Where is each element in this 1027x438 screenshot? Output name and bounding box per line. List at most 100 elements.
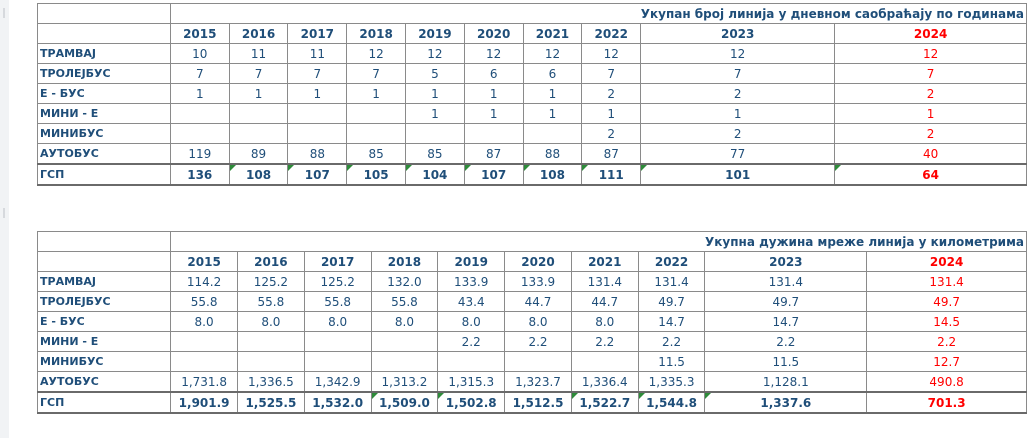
table-cell: 12.7 xyxy=(866,351,1027,372)
row-label: ГСП xyxy=(37,163,171,186)
row-label: ТРОЛЕЈБУС xyxy=(37,63,171,84)
table-cell xyxy=(169,103,230,124)
year-header-2020: 2020 xyxy=(463,23,524,44)
table-cell: 43.4 xyxy=(437,291,506,312)
table-cell: 119 xyxy=(169,143,230,165)
table-cell: 1 xyxy=(405,83,465,104)
table-cell: 55.8 xyxy=(370,291,439,312)
table-cell: 49.7 xyxy=(637,291,706,312)
table-cell: 8.0 xyxy=(570,311,639,332)
table-cell: 55.8 xyxy=(303,291,372,312)
table-cell xyxy=(463,123,524,144)
table-cell xyxy=(522,123,583,144)
table-cell: 88 xyxy=(287,143,348,165)
table-cell: 2 xyxy=(581,83,642,104)
table-cell xyxy=(228,123,289,144)
table-cell: 12 xyxy=(522,43,583,64)
table-cell xyxy=(170,331,238,352)
table-cell: 101 xyxy=(640,163,836,186)
table-cell xyxy=(370,351,439,372)
table-cell: 2 xyxy=(581,123,642,144)
table-cell: 1,336.5 xyxy=(236,371,305,393)
year-header-2019: 2019 xyxy=(405,23,465,44)
table-cell: 8.0 xyxy=(504,311,572,332)
table-cell: 1 xyxy=(522,103,583,124)
table-cell: 1 xyxy=(463,83,524,104)
table-cell: 107 xyxy=(287,163,348,186)
table-row: МИНИ - Е 2.2 2.2 2.2 2.2 2.2 2.2 xyxy=(36,331,1027,352)
table-cell xyxy=(170,351,238,372)
table-cell: 2.2 xyxy=(504,331,572,352)
table-cell: 1,323.7 xyxy=(504,371,572,393)
table-row: МИНИБУС 11.5 11.5 12.7 xyxy=(36,351,1027,372)
table-cell: 1 xyxy=(346,83,406,104)
table-cell: 108 xyxy=(522,163,583,186)
table-cell: 64 xyxy=(834,163,1027,186)
table-cell xyxy=(437,351,506,372)
table-cell: 49.7 xyxy=(866,291,1027,312)
row-label: ТРАМВАЈ xyxy=(37,43,171,64)
title-spacer-cell xyxy=(304,231,372,252)
title-spacer-cell xyxy=(581,3,641,24)
title-spacer-cell xyxy=(371,231,438,252)
table-cell: 11.5 xyxy=(704,351,868,372)
table-cell: 2.2 xyxy=(637,331,706,352)
table-cell: 1,509.0 xyxy=(370,391,439,414)
table-cell: 7 xyxy=(581,63,642,84)
table-cell: 14.7 xyxy=(637,311,706,332)
table-cell xyxy=(346,103,406,124)
row-label: Е - БУС xyxy=(37,83,171,104)
table-cell: 12 xyxy=(834,43,1027,64)
title-spacer-cell xyxy=(638,231,705,252)
table-cell: 2 xyxy=(640,123,836,144)
table-cell: 87 xyxy=(581,143,642,165)
table-cell: 105 xyxy=(346,163,406,186)
table-cell: 8.0 xyxy=(170,311,238,332)
title-spacer-cell xyxy=(437,231,505,252)
table-cell: 7 xyxy=(640,63,836,84)
table-cell xyxy=(303,351,372,372)
table-cell: 131.4 xyxy=(570,271,639,292)
title-spacer-cell xyxy=(571,231,639,252)
table-cell: 2 xyxy=(640,83,836,104)
table-cell: 1,313.2 xyxy=(370,371,439,393)
table-cell: 1 xyxy=(834,103,1027,124)
table-cell: 1 xyxy=(405,103,465,124)
title-row: Укупна дужина мреже линија у километрима xyxy=(36,231,1027,252)
table-cell: 1,128.1 xyxy=(704,371,868,393)
table-cell xyxy=(370,331,439,352)
table-cell: 1,335.3 xyxy=(637,371,706,393)
row-label: Е - БУС xyxy=(36,311,172,332)
table-corner-cell xyxy=(37,3,171,24)
title-spacer-cell xyxy=(229,3,288,24)
table-cell xyxy=(504,351,572,372)
table-row: Е - БУС 1 1 1 1 1 1 1 2 2 2 xyxy=(37,83,1027,104)
strip-mark xyxy=(3,8,5,18)
table-cell: 14.7 xyxy=(704,311,868,332)
table-title: Укупан број линија у дневном саобраћају … xyxy=(640,3,1027,24)
table-cell: 10 xyxy=(169,43,230,64)
table-cell: 1 xyxy=(228,83,289,104)
table-row: ТРОЛЕЈБУС 55.8 55.8 55.8 55.8 43.4 44.7 44.7 49.… xyxy=(36,291,1027,312)
strip-mark xyxy=(3,208,5,218)
table-cell: 2 xyxy=(834,83,1027,104)
table-cell: 6 xyxy=(522,63,583,84)
table-row: Е - БУС 8.0 8.0 8.0 8.0 8.0 8.0 8.0 14.7 14.7 14.5 xyxy=(36,311,1027,332)
year-header-2020: 2020 xyxy=(504,251,572,272)
row-label: ТРОЛЕЈБУС xyxy=(36,291,172,312)
table-cell: 89 xyxy=(228,143,289,165)
table-row: МИНИБУС 2 2 2 xyxy=(37,123,1027,144)
table-cell: 88 xyxy=(522,143,583,165)
table-cell xyxy=(405,123,465,144)
row-label: АУТОБУС xyxy=(37,143,171,165)
table-cell: 11.5 xyxy=(637,351,706,372)
table-corner-cell xyxy=(36,231,172,252)
table-cell: 1 xyxy=(640,103,836,124)
table-cell: 1,731.8 xyxy=(170,371,238,393)
total-row: ГСП 136 108 107 105 104 107 108 111 101 64 xyxy=(37,163,1027,186)
year-header-2024: 2024 xyxy=(866,251,1027,272)
table-cell: 2.2 xyxy=(866,331,1027,352)
header-label-cell xyxy=(36,251,172,272)
table-cell: 44.7 xyxy=(504,291,572,312)
table-cell: 7 xyxy=(169,63,230,84)
